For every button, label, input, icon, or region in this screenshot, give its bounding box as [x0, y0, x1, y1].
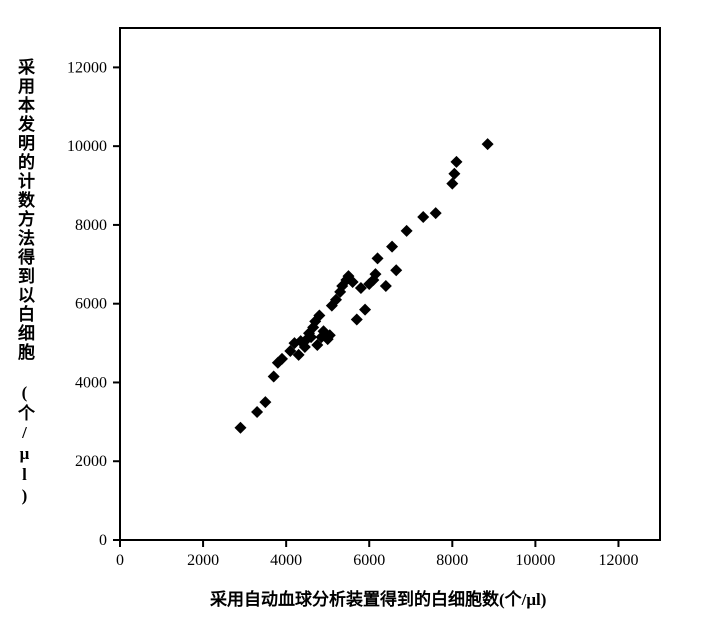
data-point — [450, 156, 462, 168]
data-point — [268, 371, 280, 383]
data-point — [372, 252, 384, 264]
x-tick-label: 8000 — [436, 552, 468, 569]
data-point — [386, 241, 398, 253]
data-point — [351, 313, 363, 325]
x-tick-label: 4000 — [270, 552, 302, 569]
data-point — [234, 422, 246, 434]
data-point — [417, 211, 429, 223]
y-axis-label: 采用本发明的计数方法得到以白细胞 (个/μl) — [12, 58, 37, 550]
data-point — [359, 304, 371, 316]
y-tick-label: 8000 — [75, 217, 107, 234]
y-tick-label: 12000 — [67, 59, 107, 76]
x-tick-label: 6000 — [353, 552, 385, 569]
data-point — [390, 264, 402, 276]
y-tick-label: 2000 — [75, 453, 107, 470]
y-tick-label: 10000 — [67, 138, 107, 155]
data-point — [401, 225, 413, 237]
data-point — [380, 280, 392, 292]
data-point — [430, 207, 442, 219]
data-point — [446, 178, 458, 190]
y-tick-label: 0 — [99, 532, 107, 549]
y-tick-label: 4000 — [75, 374, 107, 391]
data-point — [251, 406, 263, 418]
x-axis-label: 采用自动血球分析装置得到的白细胞数(个/μl) — [210, 585, 546, 610]
data-point — [482, 138, 494, 150]
chart-svg: 0 2000 4000 6000 8000 10000 12000 0 2000 4000 6000… — [0, 0, 709, 640]
x-tick-label: 12000 — [598, 552, 638, 569]
data-point — [259, 396, 271, 408]
x-tick-label: 2000 — [187, 552, 219, 569]
scatter-chart: 0 2000 4000 6000 8000 10000 12000 0 2000 4000 6000… — [0, 0, 709, 640]
y-tick-label: 6000 — [75, 296, 107, 313]
x-tick-label: 10000 — [515, 552, 555, 569]
x-tick-label: 0 — [116, 552, 124, 569]
data-point — [448, 168, 460, 180]
